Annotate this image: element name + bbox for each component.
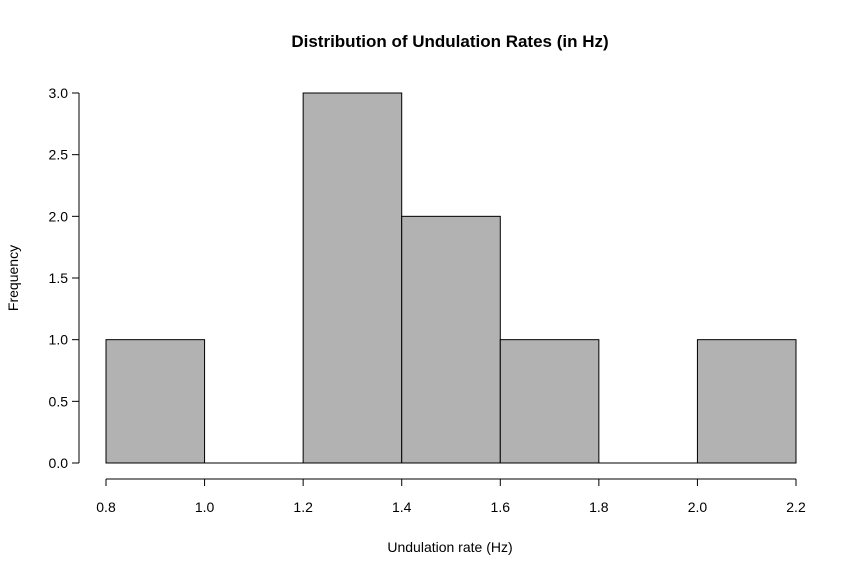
y-tick-label: 2.5 — [49, 147, 69, 163]
histogram-bar — [105, 339, 206, 464]
histogram-bar — [401, 215, 501, 464]
bars-group — [105, 92, 797, 464]
x-tick-label: 2.2 — [786, 499, 806, 515]
y-tick-label: 2.0 — [49, 208, 69, 224]
x-tick-label: 1.6 — [491, 499, 511, 515]
x-tick-label: 1.2 — [293, 499, 313, 515]
x-tick-label: 1.0 — [195, 499, 215, 515]
histogram-bar — [302, 92, 403, 464]
x-tick-label: 1.8 — [589, 499, 609, 515]
x-tick-label: 1.4 — [392, 499, 412, 515]
y-axis-label: Frequency — [5, 245, 21, 311]
chart-title: Distribution of Undulation Rates (in Hz) — [291, 32, 608, 51]
x-tick-label: 2.0 — [688, 499, 708, 515]
histogram-bar — [499, 339, 600, 464]
y-tick-label: 0.5 — [49, 393, 69, 409]
x-axis: 0.8 1.0 1.2 1.4 1.6 1.8 2.0 2.2 — [96, 478, 806, 515]
histogram-bar — [696, 339, 797, 464]
x-axis-label: Undulation rate (Hz) — [387, 539, 512, 555]
x-tick-label: 0.8 — [96, 499, 116, 515]
y-tick-label: 3.0 — [49, 85, 69, 101]
y-tick-label: 1.0 — [49, 332, 69, 348]
y-tick-label: 1.5 — [49, 270, 69, 286]
y-tick-label: 0.0 — [49, 455, 69, 471]
y-axis: 0.0 0.5 1.0 1.5 2.0 2.5 3.0 — [49, 85, 80, 471]
